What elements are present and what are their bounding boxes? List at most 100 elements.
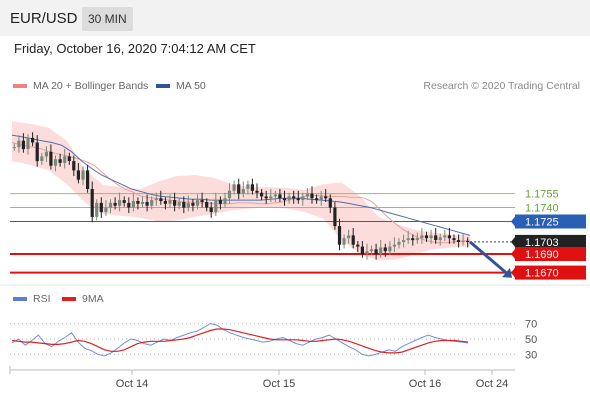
candle-body	[67, 156, 71, 161]
candle-body	[282, 198, 287, 201]
candle-body	[227, 190, 232, 199]
candle-body	[49, 151, 53, 166]
candle-body	[186, 202, 190, 208]
level-badge-last_price	[515, 234, 586, 249]
legend-ma50: MA 50	[156, 80, 206, 92]
candle-body	[63, 156, 67, 163]
candle-body	[72, 161, 76, 171]
candle-body	[461, 241, 465, 242]
level-label-support: 1.1690	[525, 249, 559, 261]
datetime-label: Friday, October 16, 2020 7:04:12 AM CET	[14, 41, 256, 56]
candle-body	[150, 200, 154, 206]
candle-body	[53, 159, 58, 166]
legend-9ma: 9MA	[62, 293, 104, 305]
x-tick-label: Oct 24	[476, 378, 508, 390]
level-badge-support	[515, 247, 586, 261]
candle-body	[136, 201, 140, 204]
forecast-arrowhead	[502, 268, 513, 278]
candle-body	[154, 198, 158, 201]
candle-body	[255, 190, 259, 193]
candle-body	[200, 200, 204, 202]
candle-body	[429, 235, 433, 239]
candle-body	[369, 249, 374, 252]
candle-body	[424, 235, 429, 239]
legend-ma20: MA 20 + Bollinger Bands	[13, 80, 148, 92]
symbol-title: EUR/USD	[10, 10, 78, 27]
ma50-label: MA 50	[176, 80, 206, 92]
candle-body	[218, 200, 222, 204]
candle-body	[365, 251, 369, 254]
candle-body	[113, 202, 117, 206]
candle-body	[17, 140, 21, 148]
candle-body	[383, 247, 387, 252]
candle-body	[86, 170, 90, 189]
level-label-last_price: 1.1703	[525, 237, 559, 249]
candle-body	[237, 184, 241, 194]
candle-body	[434, 235, 438, 240]
ma20-line	[11, 142, 471, 244]
candle-body	[104, 207, 108, 213]
candle-body	[356, 244, 360, 247]
candle-body	[168, 200, 172, 204]
candle-body	[177, 202, 181, 206]
ma9-line	[11, 328, 469, 354]
level-badge-pivot	[515, 214, 586, 229]
candle-body	[315, 198, 319, 201]
candle-body	[466, 241, 470, 242]
level-badge-pointer	[511, 249, 515, 259]
candle-body	[241, 189, 245, 194]
candle-body	[360, 246, 364, 254]
ma20-swatch	[13, 84, 27, 88]
candle-body	[214, 200, 218, 213]
candle-body	[452, 238, 456, 241]
candle-body	[324, 196, 328, 199]
candle-body	[90, 189, 94, 217]
ma50-swatch	[156, 84, 170, 88]
candle-body	[411, 238, 415, 241]
bollinger-band	[12, 121, 470, 261]
x-tick-label: Oct 15	[263, 378, 295, 390]
candle-body	[264, 196, 268, 199]
candle-body	[374, 249, 378, 254]
candle-body	[35, 142, 39, 162]
rsi-line	[11, 323, 469, 357]
candle-body	[58, 159, 62, 163]
rsi-tick-label: 70	[525, 319, 537, 331]
legend-rsi: RSI	[13, 293, 51, 305]
candle-body	[44, 151, 48, 157]
candle-body	[108, 202, 113, 208]
candle-body	[81, 170, 85, 180]
ma9-swatch	[62, 297, 76, 301]
candle-body	[40, 156, 44, 161]
candle-body	[287, 196, 291, 201]
candle-body	[99, 202, 103, 213]
candle-body	[260, 192, 264, 197]
level-badge-pointer	[511, 267, 515, 278]
candle-body	[191, 202, 195, 206]
rsi-tick-label: 50	[525, 334, 537, 346]
forecast-arrow	[469, 240, 507, 274]
candle-body	[223, 198, 227, 204]
candle-body	[127, 202, 131, 208]
candle-body	[21, 140, 25, 150]
timeframe-button[interactable]: 30 MIN	[82, 7, 133, 31]
candle-body	[273, 194, 277, 197]
candle-body	[159, 198, 163, 202]
candle-body	[347, 235, 351, 239]
candle-body	[379, 247, 383, 254]
candle-body	[305, 193, 309, 197]
candle-body	[12, 147, 16, 149]
candle-body	[269, 196, 273, 199]
rsi-tick-label: 30	[525, 349, 537, 361]
candle-body	[76, 170, 80, 180]
candle-body	[397, 241, 401, 245]
candle-body	[232, 184, 236, 191]
level-label-resistance: 1.1740	[525, 203, 559, 215]
candle-body	[392, 244, 396, 247]
candle-body	[95, 202, 99, 217]
candle-body	[195, 200, 200, 206]
candle-body	[319, 196, 323, 201]
candle-body	[420, 235, 424, 239]
candle-body	[250, 184, 254, 191]
